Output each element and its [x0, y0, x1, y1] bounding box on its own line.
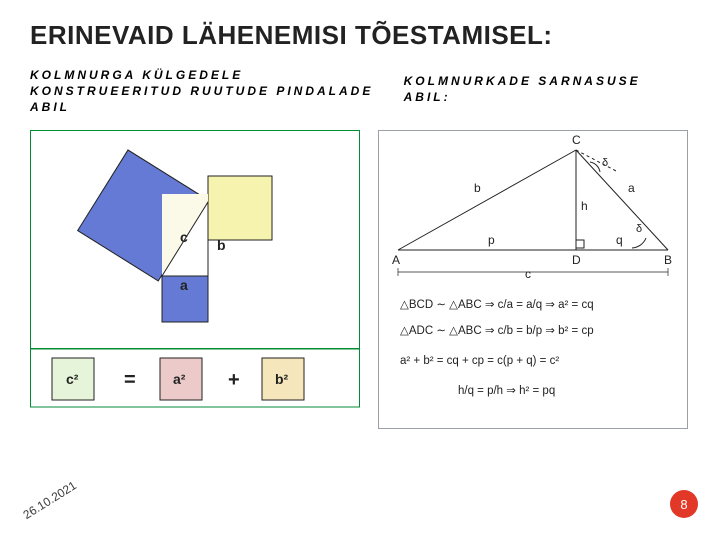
page-number-badge: 8 [670, 490, 698, 518]
svg-text:B: B [664, 253, 672, 267]
svg-text:p: p [488, 233, 495, 247]
slide-date: 26.10.2021 [21, 478, 79, 522]
svg-text:C: C [572, 133, 581, 147]
eq-row: a² + b² = cq + cp = c(p + q) = c² [400, 355, 559, 367]
label-c2: c² [66, 371, 79, 387]
label-b: b [217, 237, 226, 253]
svg-text:D: D [572, 253, 581, 267]
label-a2: a² [173, 371, 186, 387]
subtitle-right: KOLMNURKADE SARNASUSE ABIL: [404, 67, 690, 116]
subtitles-row: KOLMNURGA KÜLGEDELE KONSTRUEERITUD RUUTU… [30, 67, 690, 116]
label-a: a [180, 277, 188, 293]
label-plus: + [228, 369, 240, 391]
subtitle-left: KOLMNURGA KÜLGEDELE KONSTRUEERITUD RUUTU… [30, 67, 374, 116]
figure-squares: c b a c² = a² + b² [30, 130, 360, 435]
slide: ERINEVAID LÄHENEMISI TÕESTAMISEL: KOLMNU… [0, 0, 720, 540]
svg-text:a: a [628, 181, 635, 195]
label-eq: = [124, 369, 136, 391]
svg-text:q: q [616, 233, 623, 247]
eq-row: △BCD ∼ △ABC ⇒ c/a = a/q ⇒ a² = cq [400, 299, 594, 311]
svg-text:h: h [581, 199, 588, 213]
figure-similarity: A B C D b a h p q δ δ c △BCD ∼ △ABC ⇒ c/… [378, 130, 688, 435]
svg-text:δ: δ [602, 157, 608, 169]
eq-row: △ADC ∼ △ABC ⇒ c/b = b/p ⇒ b² = cp [400, 325, 594, 337]
label-b2: b² [275, 371, 289, 387]
label-c: c [180, 229, 188, 245]
svg-text:c: c [525, 267, 531, 281]
eq-row: h/q = p/h ⇒ h² = pq [458, 385, 555, 397]
figures-row: c b a c² = a² + b² [30, 130, 690, 435]
svg-text:b: b [474, 181, 481, 195]
svg-text:δ: δ [636, 223, 642, 235]
svg-text:A: A [392, 253, 400, 267]
slide-title: ERINEVAID LÄHENEMISI TÕESTAMISEL: [30, 20, 690, 51]
